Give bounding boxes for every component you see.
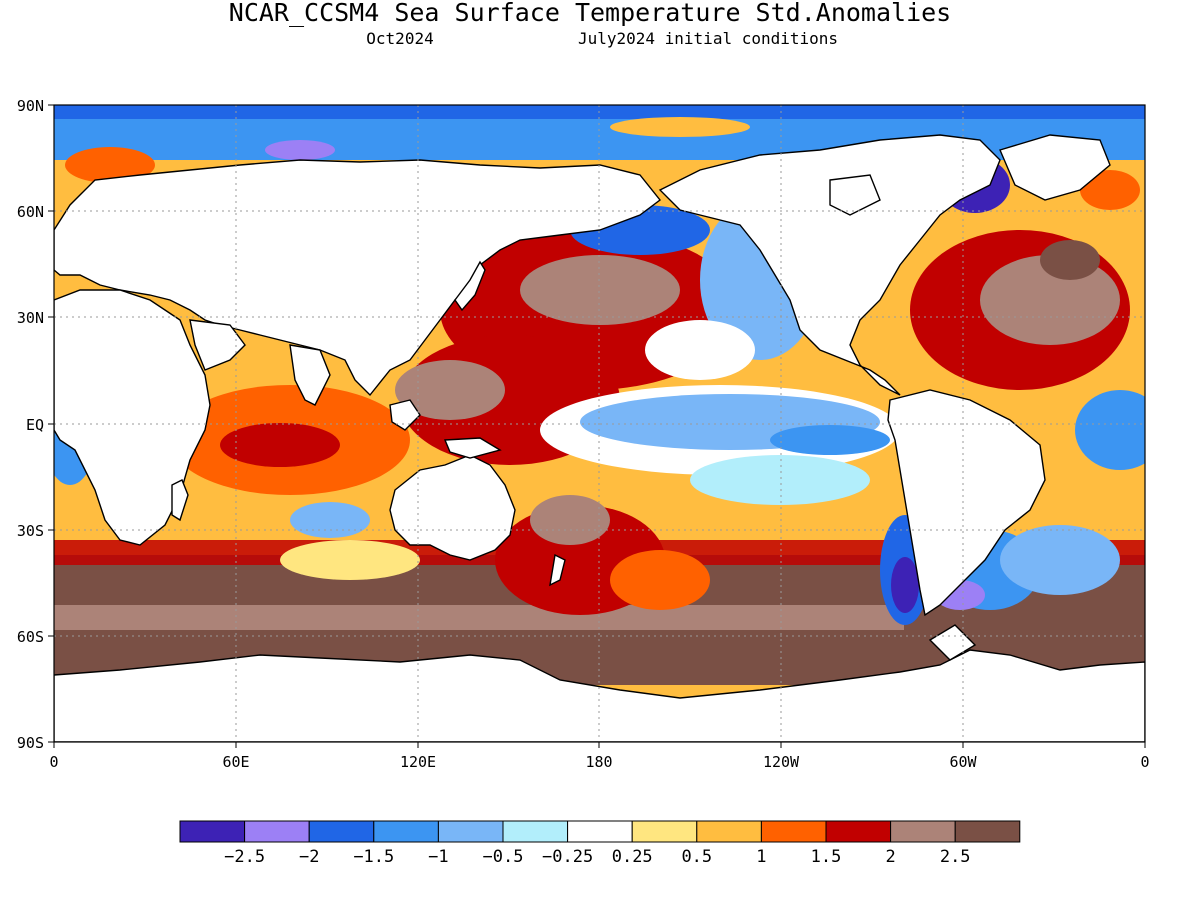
tropical-atlantic-cool (1075, 390, 1145, 470)
colorbar-label: 1 (756, 847, 766, 867)
longitude-labels: 0 60E 120E 180 120W 60W 0 (49, 753, 1149, 771)
borneo (389, 399, 421, 431)
lon-tick-label: 120W (763, 753, 800, 771)
init-conditions-label: July2024 initial conditions (578, 29, 838, 48)
madagascar (171, 479, 189, 522)
lon-tick-label: 0 (49, 753, 58, 771)
colorbar-swatch (567, 820, 633, 843)
colorbar-swatch (373, 820, 439, 843)
colorbar-swatch (954, 820, 1021, 843)
colorbar-swatch (631, 820, 698, 843)
greenland (999, 134, 1111, 201)
colorbar (179, 820, 1021, 843)
antarctica (54, 649, 1145, 742)
colorbar-label: 1.5 (811, 847, 842, 867)
new-zealand (549, 553, 566, 587)
lon-tick-label: 180 (585, 753, 612, 771)
colorbar-swatch (825, 820, 892, 843)
colorbar-label: −2 (299, 847, 319, 867)
canadian-islands (829, 174, 881, 216)
map-panel (54, 105, 1145, 742)
antarctic-peninsula (928, 624, 977, 661)
tick-marks (48, 104, 1146, 748)
lat-tick-label: 60S (17, 628, 44, 646)
colorbar-label: 2.5 (940, 847, 971, 867)
colorbar-label: −1 (428, 847, 448, 867)
colorbar-label: −0.25 (542, 847, 593, 867)
new-guinea (443, 437, 502, 459)
north-america (658, 134, 1001, 396)
colorbar-label: 0.25 (612, 847, 653, 867)
colorbar-label: −1.5 (353, 847, 394, 867)
japan (454, 260, 486, 312)
colorbar-label: 2 (885, 847, 895, 867)
colorbar-swatch (696, 820, 762, 843)
lat-tick-label: 60N (17, 203, 44, 221)
lat-tick-label: EQ (26, 416, 44, 434)
lon-tick-label: 120E (400, 753, 436, 771)
lat-tick-label: 30N (17, 309, 44, 327)
india (289, 344, 331, 406)
colorbar-label: 0.5 (681, 847, 712, 867)
colorbar-labels: −2.5 −2 −1.5 −1 −0.5 −0.25 0.25 0.5 1 1.5 2 2.5 (224, 847, 970, 867)
gridlines (54, 105, 1145, 742)
figure-title: NCAR_CCSM4 Sea Surface Temperature Std.A… (229, 0, 951, 27)
lat-tick-label: 90N (17, 97, 44, 115)
colorbar-swatch (308, 820, 375, 843)
valid-month-label: Oct2024 (366, 29, 433, 48)
lon-tick-label: 60W (949, 753, 977, 771)
colorbar-label: −0.5 (483, 847, 524, 867)
arabia (189, 319, 246, 371)
colorbar-swatch (502, 820, 569, 843)
lon-tick-label: 0 (1140, 753, 1149, 771)
colorbar-label: −2.5 (224, 847, 265, 867)
eurasia (54, 159, 661, 397)
colorbar-swatch (244, 820, 310, 843)
lat-tick-label: 90S (17, 734, 44, 752)
lat-tick-label: 30S (17, 522, 44, 540)
colorbar-swatch (760, 820, 827, 843)
colorbar-swatch (179, 820, 246, 843)
australia (389, 454, 516, 561)
colorbar-swatch (437, 820, 504, 843)
lon-tick-label: 60E (222, 753, 249, 771)
land-masses (54, 134, 1145, 742)
latitude-labels: 90N 60N 30N EQ 30S 60S 90S (17, 97, 44, 752)
colorbar-swatch (890, 820, 956, 843)
